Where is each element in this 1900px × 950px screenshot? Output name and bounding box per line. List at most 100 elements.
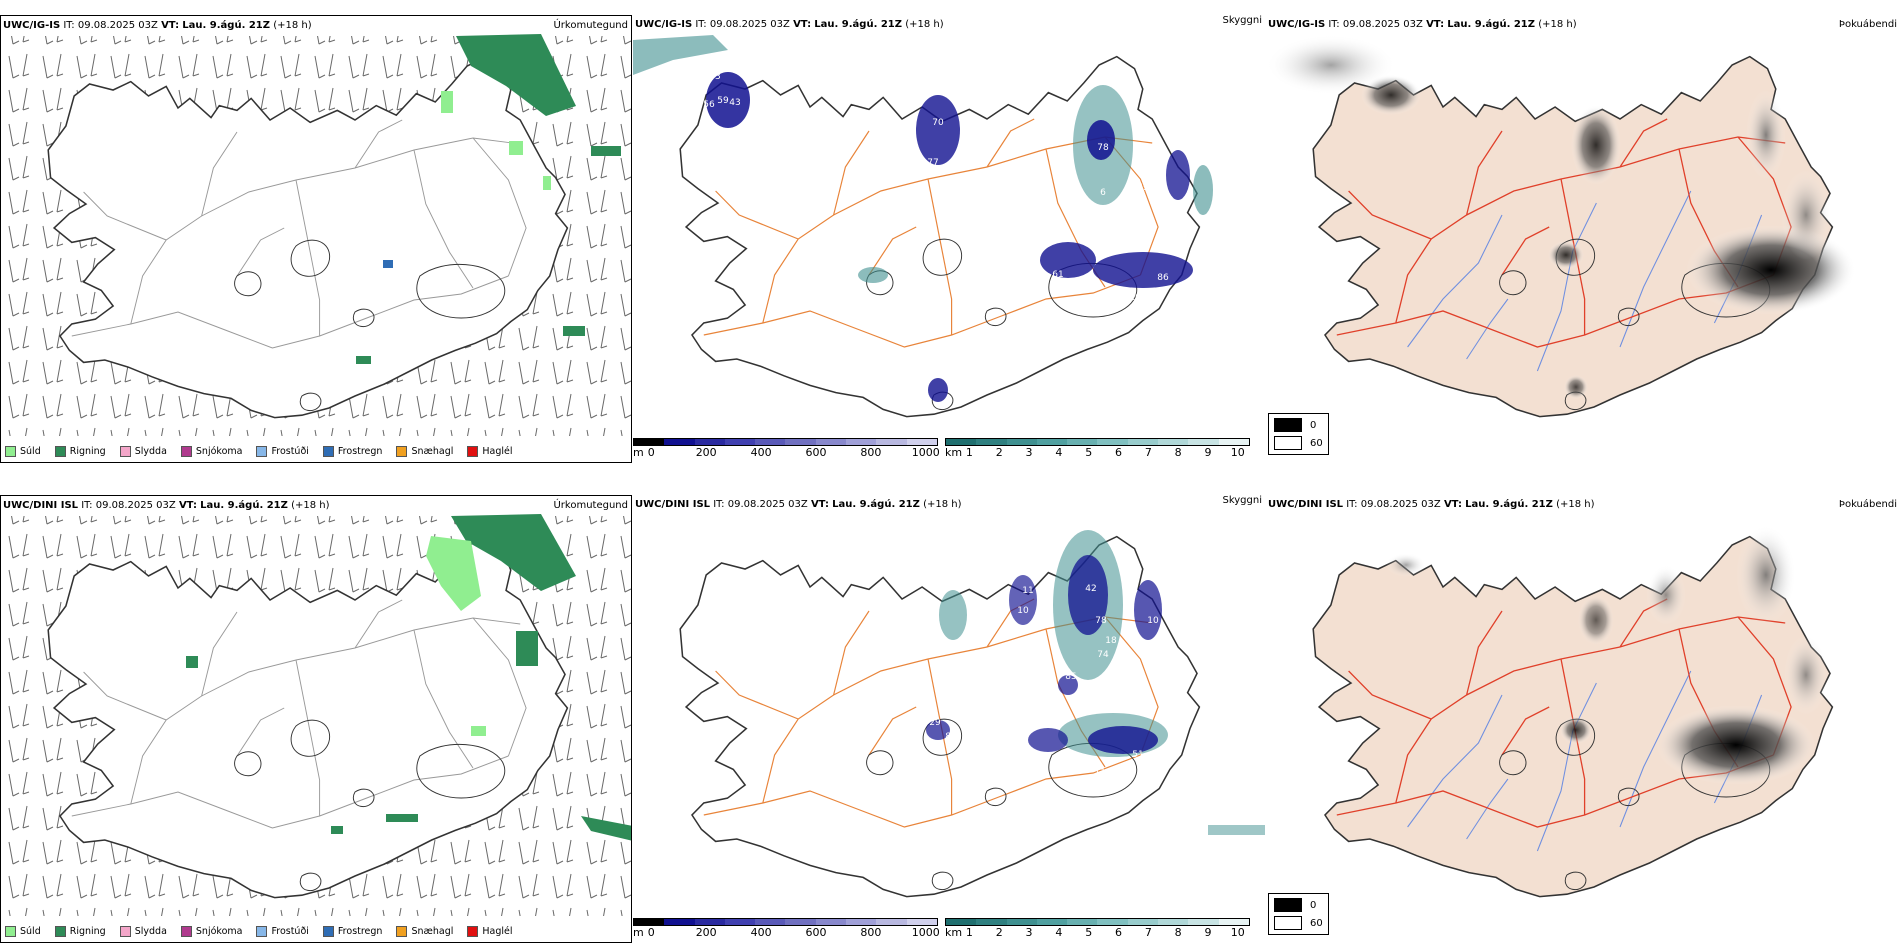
colorbar-block xyxy=(1218,919,1249,925)
colorbar-block xyxy=(694,919,725,925)
legend-item: Haglél xyxy=(467,926,513,937)
fog-legend-row: 0 xyxy=(1274,418,1323,432)
panel-name-fog: Þokuábendi xyxy=(1838,19,1897,30)
colorbar-block xyxy=(1006,919,1037,925)
colorbar-block xyxy=(906,919,937,925)
legend-item: Súld xyxy=(5,926,41,937)
cloud-map: 53 56 59 43 70 77 78 48 69 50 51 61 86 104 77 6 3 xyxy=(633,35,1213,418)
cloud-base-label: 78 xyxy=(1097,143,1109,153)
precip-legend: Súld Rigning Slydda Snjókoma Frostúði Fr… xyxy=(5,446,513,457)
colorbar-tick-label: 9 xyxy=(1204,926,1212,939)
colorbar-tick-label: 2 xyxy=(995,926,1003,939)
legend-item: Rigning xyxy=(54,926,106,937)
cloud-base-label: 29 xyxy=(929,718,941,728)
cloud-base-label: 6 xyxy=(1100,188,1106,198)
colorbar-tick-label: 5 xyxy=(1085,446,1093,459)
precip-map xyxy=(1,514,631,916)
fog-swatch xyxy=(1274,418,1302,432)
fog-panel-row1: UWC/IG-IS IT: 09.08.2025 03Z VT: Lau. 9.… xyxy=(1266,15,1900,463)
cloud-base-label: 74 xyxy=(1097,650,1109,660)
cloud-base-label: 56 xyxy=(703,100,715,110)
colorbar-block xyxy=(1067,919,1098,925)
colorbar-tick-label: 10 xyxy=(1230,926,1245,939)
cloud-base-label: 10 xyxy=(1017,606,1029,616)
cloud-panel-row1: UWC/IG-IS IT: 09.08.2025 03Z VT: Lau. 9.… xyxy=(633,15,1265,463)
colorbar-block xyxy=(1127,919,1159,925)
colorbar-tick-label: 200 xyxy=(695,446,717,459)
colorbar-tick-label: 5 xyxy=(1085,926,1093,939)
fog-map xyxy=(1312,525,1834,898)
colorbar-block xyxy=(1218,439,1249,445)
legend-swatch xyxy=(322,926,334,937)
colorbar-labels: m 0 200 400 600 800 1000 xyxy=(633,926,940,939)
colorbar-blocks xyxy=(633,918,938,926)
colorbar-block xyxy=(846,439,877,445)
colorbar-labels: km 1 2 3 4 5 6 7 8 9 10 xyxy=(945,926,1245,939)
colorbar-block xyxy=(815,919,847,925)
colorbar-block xyxy=(1097,439,1128,445)
colorbar-km: km 1 2 3 4 5 6 7 8 9 10 xyxy=(945,918,1250,939)
cloud-base-label: 117 xyxy=(1094,768,1111,778)
drizzle-area xyxy=(441,91,453,113)
fog-legend-row: 0 xyxy=(1274,898,1323,912)
panel-title: UWC/DINI ISL IT: 09.08.2025 03Z VT: Lau.… xyxy=(1268,499,1595,510)
fog-map xyxy=(1266,35,1856,418)
colorbar-block xyxy=(1127,439,1159,445)
colorbar-tick-label: 8 xyxy=(1174,926,1182,939)
colorbar-block xyxy=(634,439,665,445)
colorbar-m: m 0 200 400 600 800 1000 xyxy=(633,918,940,939)
colorbar-block xyxy=(976,439,1007,445)
colorbar-tick-label: 800 xyxy=(860,926,882,939)
colorbar-block xyxy=(1036,919,1068,925)
cloud-base-label: 51 xyxy=(1017,263,1028,273)
colorbar-tick-label: 3 xyxy=(1025,926,1033,939)
colorbar-block xyxy=(1158,439,1189,445)
colorbar-tick-label: 2 xyxy=(995,446,1003,459)
drizzle-area xyxy=(426,536,481,611)
legend-item: Frostregn xyxy=(322,446,382,457)
colorbar-tick-label: 400 xyxy=(750,926,772,939)
legend-swatch xyxy=(396,926,408,937)
colorbar-block xyxy=(876,439,907,445)
legend-swatch xyxy=(180,926,192,937)
rain-area xyxy=(563,326,585,336)
colorbar-tick-label: 200 xyxy=(695,926,717,939)
rain-area xyxy=(451,514,576,591)
legend-item: Slydda xyxy=(119,926,167,937)
cloud-base-label: 10 xyxy=(1147,616,1159,626)
legend-item: Snjókoma xyxy=(180,926,242,937)
colorbar-blocks xyxy=(945,438,1250,446)
fog-legend-row: 60 xyxy=(1274,436,1323,450)
colorbar-tick-label: 600 xyxy=(805,926,827,939)
precip-panel-row1: UWC/IG-IS IT: 09.08.2025 03Z VT: Lau. 9.… xyxy=(0,15,632,463)
colorbar-blocks xyxy=(633,438,938,446)
colorbar-tick-label: 6 xyxy=(1115,446,1122,459)
legend-item: Frostúði xyxy=(256,926,309,937)
cloud-base-label: 42 xyxy=(1085,584,1096,594)
fog-legend: 0 60 xyxy=(1268,413,1329,455)
legend-swatch xyxy=(54,446,66,457)
colorbar-block xyxy=(755,919,786,925)
drizzle-area xyxy=(471,726,486,736)
colorbar-tick-label: 9 xyxy=(1204,446,1212,459)
precip-map xyxy=(1,34,631,436)
colorbar-block xyxy=(946,919,977,925)
colorbar-tick-label: 1 xyxy=(965,926,973,939)
cloud-base-label: 78 xyxy=(1095,616,1107,626)
cloud-base-label: 77 xyxy=(927,158,938,168)
panel-name-cloud: Skyggni xyxy=(1222,495,1262,506)
cloud-base-label: 43 xyxy=(729,98,740,108)
panel-title: UWC/DINI ISL IT: 09.08.2025 03Z VT: Lau.… xyxy=(3,500,330,511)
colorbar-tick-label: 3 xyxy=(1025,446,1033,459)
legend-swatch xyxy=(396,446,408,457)
legend-item: Snæhagl xyxy=(396,926,453,937)
panel-title: UWC/IG-IS IT: 09.08.2025 03Z VT: Lau. 9.… xyxy=(3,20,312,31)
colorbar-blocks xyxy=(945,918,1250,926)
cloud-base-label: 85 xyxy=(1065,672,1076,682)
fog-legend: 0 60 xyxy=(1268,893,1329,935)
panel-title: UWC/IG-IS IT: 09.08.2025 03Z VT: Lau. 9.… xyxy=(1268,19,1577,30)
colorbar-block xyxy=(664,439,695,445)
colorbar-tick-label: 7 xyxy=(1144,926,1152,939)
colorbar-labels: km 1 2 3 4 5 6 7 8 9 10 xyxy=(945,446,1245,459)
legend-swatch xyxy=(467,926,479,937)
